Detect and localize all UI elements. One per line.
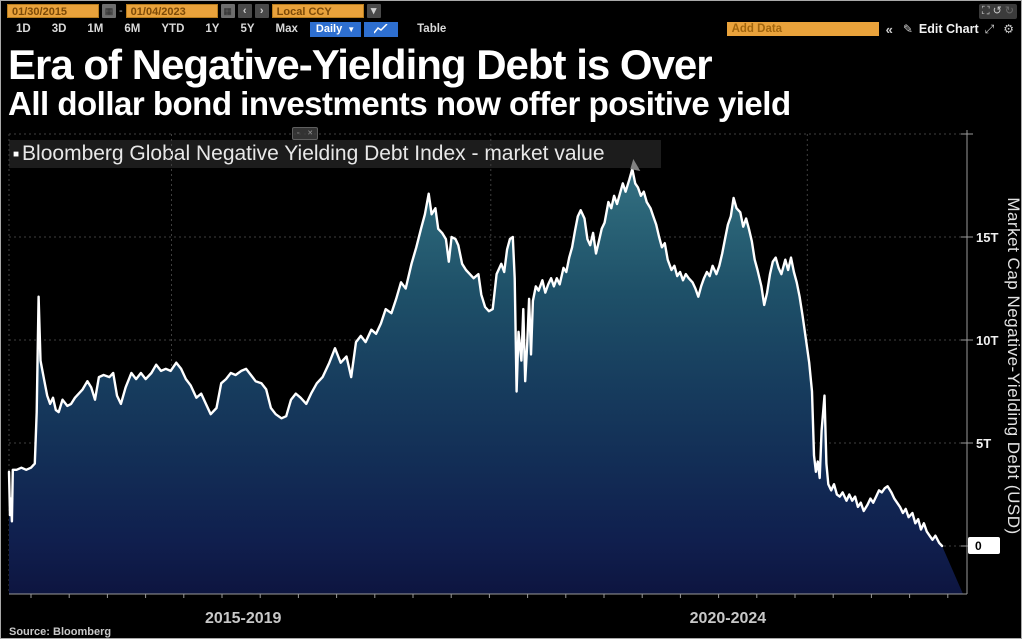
y-tick-label: 15T [976,230,998,245]
toolbar-row-dates: 01/30/2015 ▦ - 01/04/2023 ▦ ‹ › Local CC… [7,3,1017,19]
calendar-icon[interactable]: ▦ [102,4,116,18]
range-max-button[interactable]: Max [275,23,298,35]
page-title: Era of Negative-Yielding Debt is Over [8,41,713,88]
chevron-down-icon: ▼ [347,24,356,34]
line-chart-icon [374,24,388,34]
start-date-field[interactable]: 01/30/2015 [7,4,99,18]
currency-select[interactable]: Local CCY [271,4,364,18]
redo-icon[interactable]: ↻ [1004,4,1014,17]
chart-type-button[interactable] [364,21,399,37]
grid-layer [8,133,969,594]
expand-icon[interactable]: ⤢ [984,21,995,36]
frequency-label: Daily [315,23,343,35]
page-subtitle: All dollar bond investments now offer po… [8,85,791,122]
x-axis-label: 2020-2024 [690,610,767,627]
chevron-down-icon[interactable]: ▾ [366,4,381,18]
edit-chart-button[interactable]: Edit Chart [918,22,979,36]
history-iconbar: ⛶ ↺ ↻ [978,3,1017,19]
range-1m-button[interactable]: 1M [87,23,104,35]
panel-restore-icon[interactable]: ▫ ✕ [292,127,318,140]
source-note: Source: Bloomberg [9,626,112,638]
range-5y-button[interactable]: 5Y [240,23,255,35]
y-tick-label: 5T [976,436,991,451]
last-value-badge [968,537,1000,554]
toolbar-row-ranges: 1D 3D 1M 6M YTD 1Y 5Y Max Daily ▼ Table … [7,21,1017,37]
range-1d-button[interactable]: 1D [16,23,31,35]
table-button[interactable]: Table [417,23,447,35]
collapse-panel-icon[interactable]: « [885,21,893,37]
area-fill [9,169,963,594]
pencil-icon[interactable]: ✎ [902,22,913,36]
frequency-dropdown[interactable]: Daily ▼ [309,21,362,37]
prev-period-button[interactable]: ‹ [237,4,252,18]
legend-label: Bloomberg Global Negative Yielding Debt … [22,142,605,165]
range-ytd-button[interactable]: YTD [161,23,185,35]
x-axis-label: 2015-2019 [205,610,282,627]
save-icon[interactable]: ⛶ [981,4,990,17]
calendar-icon[interactable]: ▦ [220,4,235,18]
y-tick-label: 10T [976,333,998,348]
range-1y-button[interactable]: 1Y [205,23,220,35]
legend-swatch-icon: ■ [13,148,20,160]
range-6m-button[interactable]: 6M [124,23,141,35]
axis-layer: 5T 10T 15T 2015-2019 2020-2024 0 [9,130,1000,627]
legend-item[interactable]: ■ Bloomberg Global Negative Yielding Deb… [9,140,661,168]
date-range-separator: - [119,5,123,17]
series-line [7,167,944,548]
y-axis-title: Market Cap Negative-Yielding Debt (USD) [1004,197,1022,534]
last-value-label: 0 [975,539,982,553]
gear-icon[interactable]: ⚙ [1003,22,1014,36]
end-date-field[interactable]: 01/04/2023 [125,4,218,18]
add-data-input[interactable]: Add Data [726,22,879,36]
range-3d-button[interactable]: 3D [51,23,67,35]
undo-icon[interactable]: ↺ [992,4,1002,17]
next-period-button[interactable]: › [254,4,269,18]
